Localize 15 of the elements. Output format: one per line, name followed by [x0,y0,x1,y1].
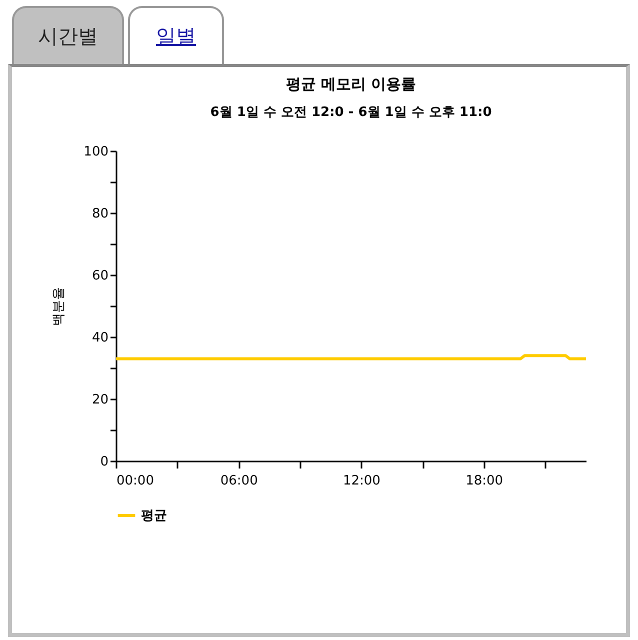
legend-label: 평균 [141,508,167,524]
y-tick-label: 40 [92,330,108,346]
x-tick-label: 18:00 [466,474,504,488]
x-tick-label: 06:00 [220,474,258,488]
y-axis-title: 백분율 [52,287,67,326]
y-tick-label: 0 [100,454,108,470]
x-tick-label: 00:00 [116,474,154,488]
chart-title: 평균 메모리 이용률 [286,75,416,93]
y-tick-label: 80 [92,206,108,222]
y-tick-label: 20 [92,392,108,408]
y-tick-label: 60 [92,268,108,284]
y-tick-label: 100 [84,144,108,160]
x-tick-label: 12:00 [342,474,380,488]
chart-subtitle: 6월 1일 수 오전 12:0 - 6월 1일 수 오후 11:0 [210,105,492,120]
text: 일별 [128,6,224,64]
